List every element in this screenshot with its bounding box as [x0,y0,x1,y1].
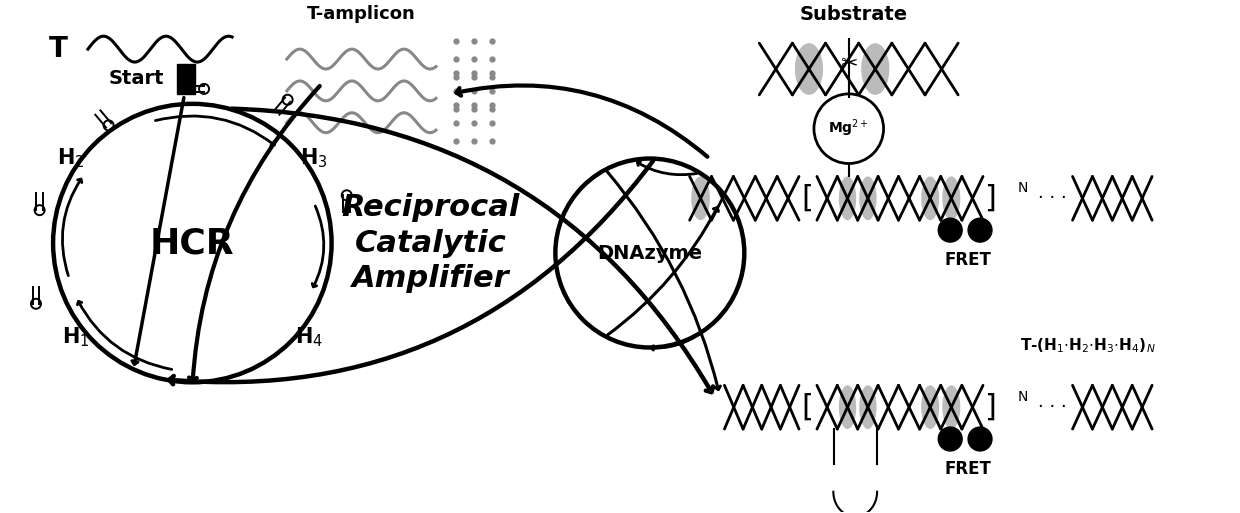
Bar [177,64,196,94]
Text: ]: ] [985,392,996,422]
Text: ]: ] [985,184,996,213]
Ellipse shape [838,385,856,429]
Text: Substrate: Substrate [800,5,908,24]
Text: N: N [1018,390,1028,404]
Text: HCR: HCR [150,226,234,260]
Text: T-(H$_1$$\cdot$H$_2$$\cdot$H$_3$$\cdot$H$_4$)$_N$: T-(H$_1$$\cdot$H$_2$$\cdot$H$_3$$\cdot$H… [1019,336,1156,355]
Text: H$_2$: H$_2$ [57,146,84,170]
Circle shape [968,218,992,242]
Ellipse shape [862,43,889,95]
Circle shape [968,427,992,451]
Text: FRET: FRET [945,460,992,478]
Text: H$_3$: H$_3$ [300,146,329,170]
Ellipse shape [838,176,856,220]
Text: H$_1$: H$_1$ [62,326,89,349]
Ellipse shape [942,385,960,429]
Text: · · ·: · · · [1038,398,1066,416]
Circle shape [939,427,962,451]
Text: Start: Start [109,69,165,88]
Ellipse shape [921,176,939,220]
Ellipse shape [859,176,877,220]
Ellipse shape [942,176,960,220]
Text: [: [ [801,392,813,422]
Text: ✂: ✂ [839,54,858,74]
Text: T-amplicon: T-amplicon [308,5,415,23]
Ellipse shape [859,385,877,429]
Ellipse shape [795,43,823,95]
Text: [: [ [801,184,813,213]
Text: N: N [1018,182,1028,195]
Text: FRET: FRET [945,251,992,269]
Ellipse shape [921,385,939,429]
Text: DNAzyme: DNAzyme [598,244,702,263]
Ellipse shape [691,176,709,220]
Text: T: T [48,35,67,63]
Text: Reciprocal
Catalytic
Amplifier: Reciprocal Catalytic Amplifier [342,193,521,293]
Circle shape [939,218,962,242]
Text: H$_4$: H$_4$ [295,326,322,349]
Text: · · ·: · · · [1038,189,1066,207]
Text: Mg$^{2+}$: Mg$^{2+}$ [828,118,869,140]
